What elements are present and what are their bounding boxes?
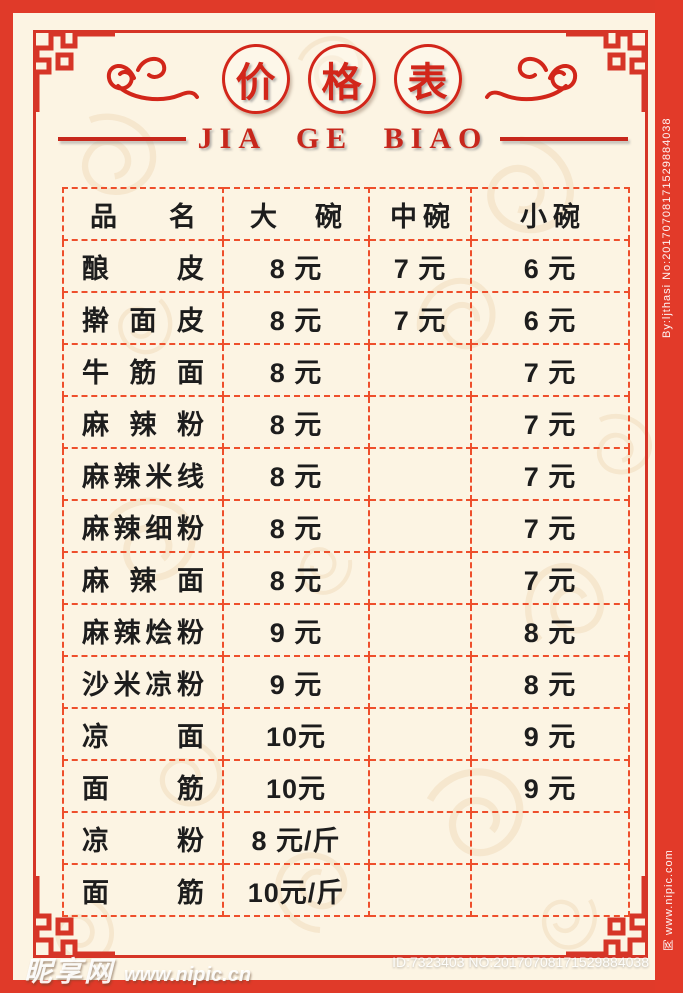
price-cell: 8 元/斤	[222, 811, 370, 865]
watermark-bottom-left: 昵享网 www.nipic.cn	[24, 950, 251, 990]
title-char: 格	[321, 61, 362, 105]
price-cell: 8 元	[222, 395, 370, 449]
cloud-flourish-icon	[484, 57, 577, 102]
price-cell	[368, 707, 472, 761]
watermark-side-url: 网 www.nipic.com	[663, 849, 675, 951]
price-cell: 7 元	[368, 239, 472, 293]
price-cell	[368, 863, 472, 917]
price-cell: 8 元	[222, 291, 370, 345]
price-cell: 6 元	[470, 239, 630, 293]
title-medallion: 格	[307, 44, 376, 114]
item-name-cell: 麻辣面	[62, 551, 224, 605]
price-cell: 10元	[222, 759, 370, 813]
price-cell	[368, 655, 472, 709]
item-name-cell: 麻辣细粉	[62, 499, 224, 553]
corner-fret-ornament	[34, 876, 115, 957]
menu-row: 面筋 10元/斤	[62, 863, 630, 917]
price-cell: 7 元	[470, 447, 630, 501]
price-cell	[368, 759, 472, 813]
corner-fret-ornament	[566, 876, 647, 957]
title-medallion: 价	[221, 44, 290, 114]
price-cell: 7 元	[368, 291, 472, 345]
item-name-cell: 凉面	[62, 707, 224, 761]
price-cell	[470, 863, 630, 917]
price-cell: 9 元	[222, 603, 370, 657]
corner-fret-ornament	[34, 31, 115, 112]
price-cell: 9 元	[470, 759, 630, 813]
title-rule-left	[58, 137, 186, 141]
price-cell: 7 元	[470, 499, 630, 553]
title-pinyin: JIA GE BIAO	[197, 122, 489, 155]
price-cell: 9 元	[470, 707, 630, 761]
inner-border-line	[33, 30, 648, 958]
menu-row: 凉面 10元 9 元	[62, 707, 630, 761]
price-cell	[368, 551, 472, 605]
title-medallion: 表	[393, 44, 462, 114]
price-cell: 7 元	[470, 551, 630, 605]
header-cell: 大碗	[222, 187, 370, 241]
header-cell: 中碗	[368, 187, 472, 241]
price-cell: 8 元	[222, 551, 370, 605]
title-rule-right	[500, 137, 628, 141]
watermark-url: www.nipic.cn	[124, 964, 252, 986]
table-header-row: 品名大碗中碗 小碗	[62, 187, 630, 241]
item-name-cell: 牛筋面	[62, 343, 224, 397]
watermark-side-author: By:ljthasi No:20170708171529884038	[661, 117, 673, 338]
price-cell: 8 元	[222, 447, 370, 501]
price-cell: 8 元	[222, 239, 370, 293]
price-cell: 8 元	[222, 499, 370, 553]
item-name-cell: 面筋	[62, 863, 224, 917]
item-name-cell: 酿皮	[62, 239, 224, 293]
title-block: 价 格 表	[0, 44, 683, 114]
pinyin-row: JIA GE BIAO	[58, 122, 628, 156]
price-cell	[368, 447, 472, 501]
menu-row: 面筋 10元 9 元	[62, 759, 630, 813]
price-cell: 8 元	[470, 603, 630, 657]
item-name-cell: 麻辣米线	[62, 447, 224, 501]
price-cell	[368, 603, 472, 657]
price-cell: 8 元	[470, 655, 630, 709]
header-cell: 小碗	[470, 187, 630, 241]
price-cell	[368, 343, 472, 397]
cloud-flourish-icon	[106, 57, 199, 102]
price-cell	[368, 395, 472, 449]
title-char: 价	[235, 61, 276, 105]
item-name-cell: 麻辣粉	[62, 395, 224, 449]
price-cell	[470, 811, 630, 865]
price-cell: 9 元	[222, 655, 370, 709]
price-cell: 8 元	[222, 343, 370, 397]
watermark-side-strip: By:ljthasi No:20170708171529884038 网 www…	[655, 0, 683, 993]
item-name-cell: 凉粉	[62, 811, 224, 865]
watermark-id-text: ID:7323403 NO:20170708171529884038	[392, 954, 649, 970]
title-char: 表	[407, 61, 448, 105]
price-cell: 10元	[222, 707, 370, 761]
corner-fret-ornament	[566, 31, 647, 112]
watermark-brand: 昵享网	[24, 956, 115, 987]
item-name-cell: 擀面皮	[62, 291, 224, 345]
price-cell: 6 元	[470, 291, 630, 345]
price-cell: 7 元	[470, 343, 630, 397]
item-name-cell: 麻辣烩粉	[62, 603, 224, 657]
item-name-cell: 面筋	[62, 759, 224, 813]
price-cell: 10元/斤	[222, 863, 370, 917]
header-cell: 品名	[62, 187, 224, 241]
price-cell	[368, 499, 472, 553]
price-cell	[368, 811, 472, 865]
item-name-cell: 沙米凉粉	[62, 655, 224, 709]
price-cell: 7 元	[470, 395, 630, 449]
